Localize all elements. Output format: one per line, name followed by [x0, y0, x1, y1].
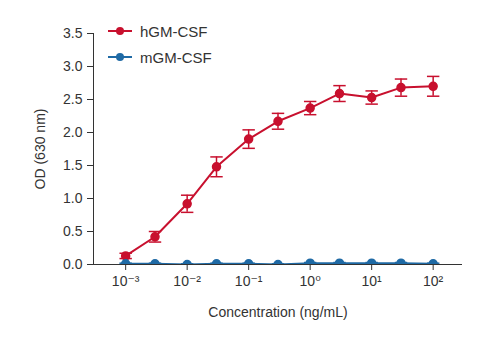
svg-text:2.0: 2.0 — [63, 124, 83, 140]
svg-text:OD (630 nm): OD (630 nm) — [32, 109, 48, 190]
svg-text:3.5: 3.5 — [63, 25, 83, 41]
svg-text:10⁻³: 10⁻³ — [112, 273, 140, 289]
svg-text:1.0: 1.0 — [63, 190, 83, 206]
svg-text:10⁻¹: 10⁻¹ — [235, 273, 263, 289]
html-text:hGM-CSF: hGM-CSF — [140, 22, 208, 40]
svg-text:1.5: 1.5 — [63, 157, 83, 173]
html-text:mGM-CSF: mGM-CSF — [140, 48, 212, 66]
svg-text:10⁻²: 10⁻² — [173, 273, 201, 289]
svg-text:0.0: 0.0 — [63, 256, 83, 272]
svg-text:Concentration (ng/mL): Concentration (ng/mL) — [208, 304, 347, 320]
svg-text:10²: 10² — [423, 273, 444, 289]
svg-text:2.5: 2.5 — [63, 91, 83, 107]
svg-text:10⁰: 10⁰ — [300, 273, 322, 289]
svg-text:3.0: 3.0 — [63, 58, 83, 74]
svg-text:10¹: 10¹ — [362, 273, 383, 289]
svg-text:0.5: 0.5 — [63, 223, 83, 239]
